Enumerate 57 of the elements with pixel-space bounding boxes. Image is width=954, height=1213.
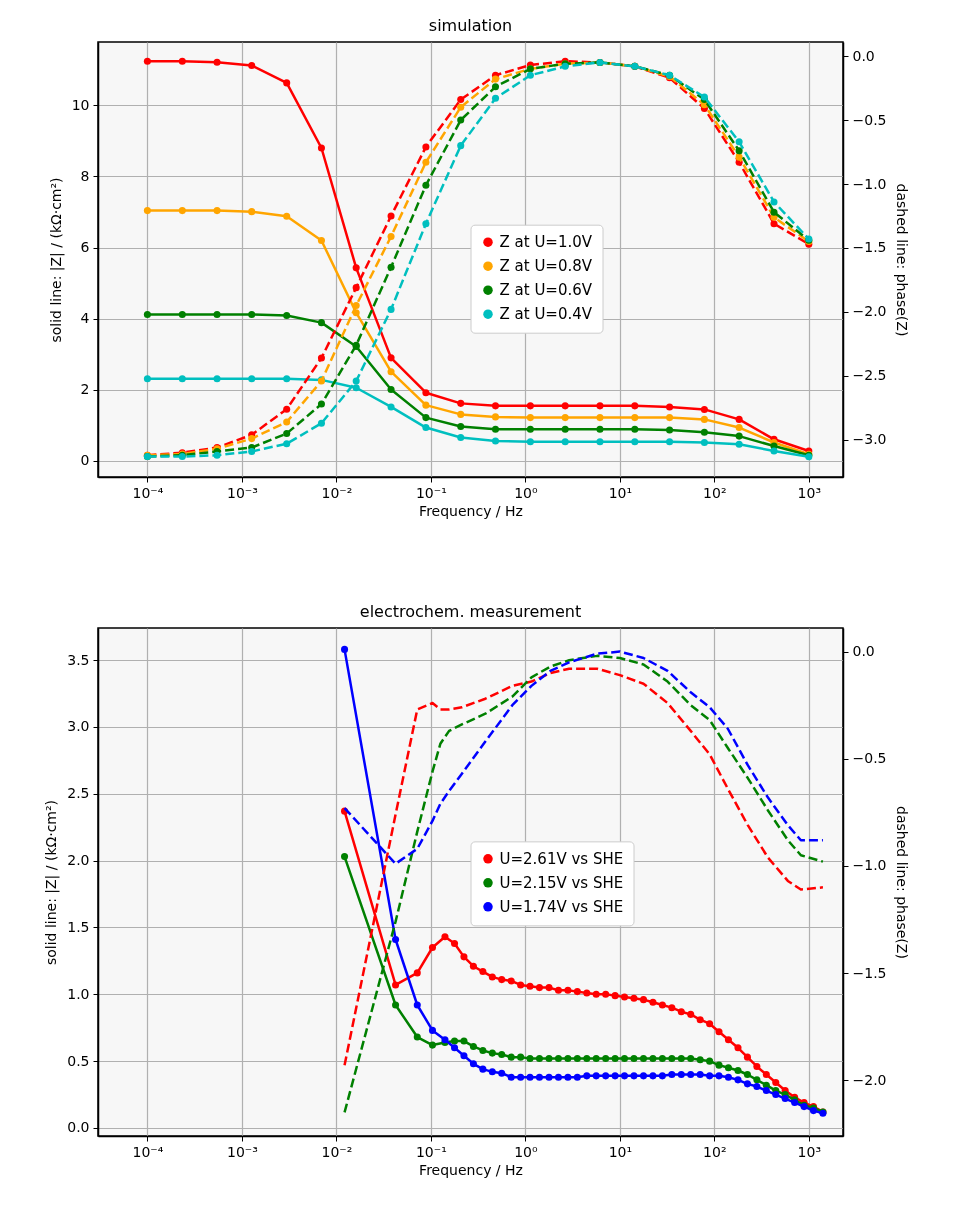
y-axis-title: solid line: |Z| / (kΩ·cm²): [47, 177, 65, 343]
x-axis-title: Frequency / Hz: [419, 1161, 523, 1178]
y-tick-label: 1.5: [67, 918, 90, 935]
x-tick-label: 10⁻³: [226, 484, 258, 501]
y2-tick-label: −3.0: [852, 431, 887, 448]
y2-axis-title: dashed line: phase(Z): [894, 806, 911, 959]
y-tick-label: 0: [80, 452, 90, 469]
y-tick-label: 0.5: [67, 1052, 90, 1069]
y2-tick-label: −1.0: [852, 857, 887, 874]
y2-tick-label: 0.0: [852, 643, 875, 660]
legend-label: Z at U=0.8V: [499, 257, 593, 276]
y-tick-label: 2: [80, 381, 90, 398]
y2-tick-label: −1.5: [852, 964, 887, 981]
legend-label: Z at U=1.0V: [499, 233, 593, 252]
y-tick-label: 2.5: [67, 785, 90, 802]
y2-tick-label: 0.0: [852, 47, 875, 64]
x-tick-label: 10⁻²: [321, 1143, 353, 1160]
y-tick-label: 2.0: [67, 852, 90, 869]
y2-tick-label: −2.0: [852, 1071, 887, 1088]
y-tick-label: 1.0: [67, 985, 90, 1002]
y-tick-label: 10: [71, 96, 90, 113]
y-tick-label: 6: [80, 239, 90, 256]
chart-title: simulation: [428, 16, 513, 35]
y2-axis-title: dashed line: phase(Z): [894, 183, 911, 337]
legend-label: Z at U=0.6V: [499, 281, 593, 300]
y-tick-label: 4: [80, 310, 90, 327]
x-tick-label: 10⁻⁴: [132, 484, 164, 501]
y2-tick-label: −1.5: [852, 239, 887, 256]
x-tick-label: 10²: [703, 1143, 727, 1160]
y-tick-label: 0.0: [67, 1119, 90, 1136]
y-tick-label: 3.5: [67, 651, 90, 668]
x-tick-label: 10³: [797, 484, 822, 501]
legend-label: Z at U=0.4V: [499, 305, 593, 324]
y2-tick-label: −2.0: [852, 303, 887, 320]
y-axis-title: solid line: |Z| / (kΩ·cm²): [43, 799, 61, 966]
x-tick-label: 10²: [703, 484, 727, 501]
x-tick-label: 10⁻³: [226, 1143, 258, 1160]
x-tick-label: 10⁻¹: [415, 484, 447, 501]
x-tick-label: 10⁰: [514, 1143, 538, 1160]
chart-title: electrochem. measurement: [359, 602, 582, 621]
x-tick-label: 10³: [797, 1143, 822, 1160]
x-tick-label: 10⁻¹: [415, 1143, 447, 1160]
legend-label: U=2.61V vs SHE: [499, 849, 624, 868]
y-tick-label: 8: [80, 167, 90, 184]
x-tick-label: 10⁻²: [321, 484, 353, 501]
y-tick-label: 3.0: [67, 718, 90, 735]
y2-tick-label: −1.0: [852, 175, 887, 192]
y2-tick-label: −2.5: [852, 367, 887, 384]
x-tick-label: 10⁰: [514, 484, 538, 501]
x-tick-label: 10¹: [608, 484, 633, 501]
y2-tick-label: −0.5: [852, 750, 887, 767]
legend-label: U=2.15V vs SHE: [499, 873, 624, 892]
x-tick-label: 10¹: [608, 1143, 633, 1160]
y2-tick-label: −0.5: [852, 111, 887, 128]
x-axis-title: Frequency / Hz: [419, 502, 523, 519]
x-tick-label: 10⁻⁴: [132, 1143, 164, 1160]
legend-label: U=1.74V vs SHE: [499, 897, 624, 916]
